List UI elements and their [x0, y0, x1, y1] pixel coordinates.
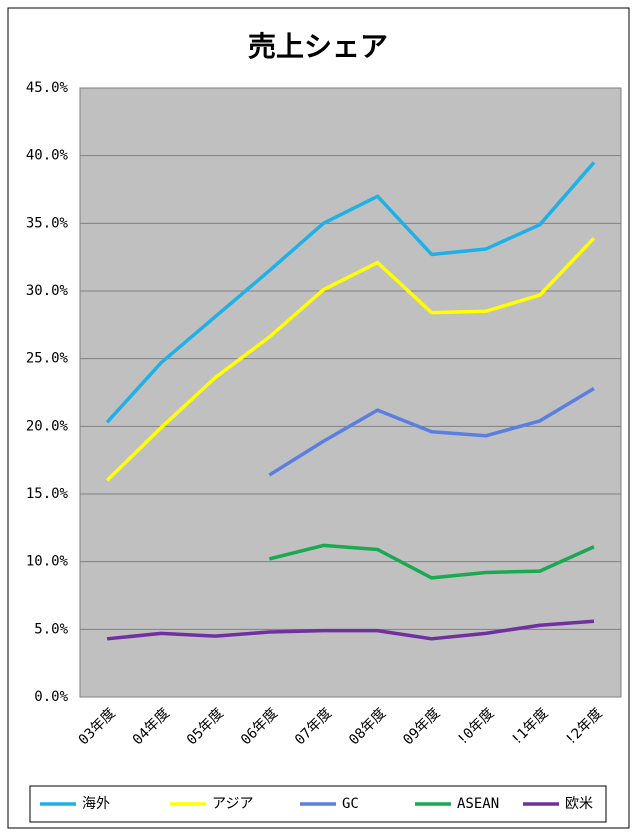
- y-tick-label: 35.0%: [26, 215, 69, 231]
- chart-title: 売上シェア: [248, 30, 388, 63]
- y-tick-label: 10.0%: [26, 554, 69, 570]
- legend-label: アジア: [212, 796, 253, 812]
- series-line: [105, 161, 596, 424]
- legend-label: ASEAN: [457, 796, 499, 812]
- y-tick-label: 5.0%: [34, 621, 68, 637]
- y-tick-label: 45.0%: [26, 80, 69, 96]
- legend-label: 欧米: [565, 796, 593, 812]
- y-tick-label: 25.0%: [26, 351, 69, 367]
- series-line: [268, 543, 595, 580]
- y-tick-label: 30.0%: [26, 283, 69, 299]
- y-tick-label: 20.0%: [26, 418, 69, 434]
- series-line: [268, 386, 595, 477]
- y-tick-label: 0.0%: [34, 689, 68, 705]
- series-line: [106, 619, 595, 641]
- legend-label: GC: [342, 796, 359, 812]
- plot-area: [79, 87, 622, 698]
- series-line: [105, 237, 596, 482]
- legend-label: 海外: [82, 796, 110, 812]
- y-tick-label: 15.0%: [26, 486, 69, 502]
- y-tick-label: 40.0%: [26, 148, 69, 164]
